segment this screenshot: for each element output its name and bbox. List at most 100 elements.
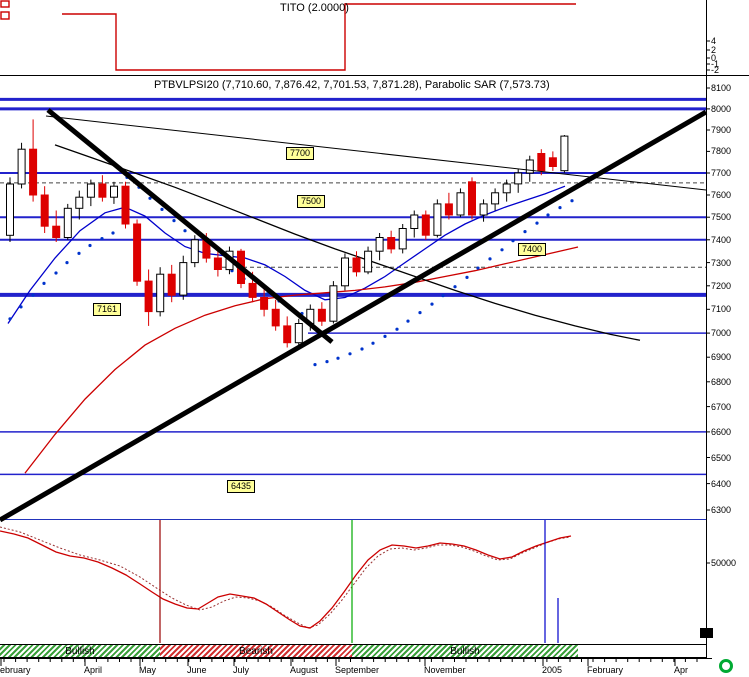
y-axis-label: 6600 <box>711 427 732 437</box>
downtrend-line[interactable] <box>46 108 334 344</box>
candle-body[interactable] <box>456 192 465 216</box>
candle-body[interactable] <box>433 203 442 236</box>
parabolic-sar-dot <box>42 281 46 285</box>
candle-body[interactable] <box>110 185 118 198</box>
resistance-line[interactable] <box>45 115 707 191</box>
candle-body[interactable] <box>144 280 153 313</box>
month-label: May <box>139 665 157 675</box>
y-axis-label: 6800 <box>711 377 732 387</box>
candle-body[interactable] <box>294 323 303 344</box>
candle-body[interactable] <box>537 153 546 172</box>
parabolic-sar-dot <box>488 257 492 261</box>
parabolic-sar-dot <box>418 311 422 315</box>
month-label: June <box>187 665 207 675</box>
candle-body[interactable] <box>17 148 26 185</box>
ma-trend-line[interactable] <box>54 144 641 341</box>
candle-body[interactable] <box>364 250 373 273</box>
candle-body[interactable] <box>133 223 142 282</box>
month-label: February <box>587 665 624 675</box>
candle-body[interactable] <box>502 183 511 194</box>
parabolic-sar-dot <box>313 363 317 367</box>
parabolic-sar-dot <box>453 285 457 289</box>
month-label: ebruary <box>0 665 31 675</box>
candle-body[interactable] <box>444 203 453 216</box>
candle-body[interactable] <box>52 225 61 238</box>
candle-body[interactable] <box>387 237 396 250</box>
y-axis-label: 7700 <box>711 168 732 178</box>
candle-body[interactable] <box>98 183 107 198</box>
y-axis-label: 7900 <box>711 125 732 135</box>
candle-body[interactable] <box>271 308 280 327</box>
price-level-tag[interactable]: 7500 <box>297 195 326 208</box>
candle-body[interactable] <box>375 237 384 252</box>
candle-body[interactable] <box>468 181 476 216</box>
indicator-axis-label: -1 <box>711 59 720 69</box>
candle-body[interactable] <box>491 192 500 205</box>
status-indicator-icon <box>719 659 733 673</box>
candle-body[interactable] <box>190 239 199 264</box>
price-level-tag[interactable]: 7700 <box>286 147 315 160</box>
parabolic-sar-dot <box>465 275 469 279</box>
y-axis-label: 6300 <box>711 505 732 515</box>
candle-body[interactable] <box>525 159 534 174</box>
parabolic-sar-dot <box>430 302 434 306</box>
indicator-axis-label: -2 <box>711 65 720 75</box>
candle-body[interactable] <box>63 207 72 239</box>
candle-body[interactable] <box>514 172 523 185</box>
parabolic-sar-dot <box>148 196 152 200</box>
candle-body[interactable] <box>341 257 349 287</box>
candle-body[interactable] <box>560 135 569 172</box>
candle-body[interactable] <box>283 325 292 344</box>
uptrend-line[interactable] <box>0 109 708 523</box>
candle-body[interactable] <box>167 273 176 296</box>
trend-ribbon-segment: Bullish <box>352 644 578 658</box>
month-label: Apr <box>674 665 689 675</box>
ma-long-line[interactable] <box>24 246 579 474</box>
candle-body[interactable] <box>86 183 95 198</box>
y-axis-label: 7100 <box>711 304 732 314</box>
candle-body[interactable] <box>352 257 361 273</box>
candle-body[interactable] <box>329 285 338 322</box>
price-level-tag[interactable]: 7161 <box>93 303 122 316</box>
candle-body[interactable] <box>121 185 130 225</box>
candle-body[interactable] <box>248 282 257 298</box>
candle-body[interactable] <box>156 273 165 313</box>
candle-body[interactable] <box>548 157 557 168</box>
price-level-tag[interactable]: 6435 <box>227 480 256 493</box>
indicator-axis-label: 0 <box>711 53 717 63</box>
candle-body[interactable] <box>317 308 326 322</box>
candle-body[interactable] <box>260 297 269 310</box>
y-axis-label: 7300 <box>711 258 732 268</box>
trend-ribbon-segment: Bearish <box>160 644 352 658</box>
candle-body[interactable] <box>410 214 419 229</box>
parabolic-sar-dot <box>511 239 515 243</box>
parabolic-sar-dot <box>111 231 115 235</box>
candle-body[interactable] <box>29 148 38 196</box>
candle-body[interactable] <box>179 262 188 296</box>
parabolic-sar-dot <box>65 261 69 265</box>
price-level-tag[interactable]: 7400 <box>518 243 547 256</box>
candle-body[interactable] <box>75 196 84 209</box>
indicator-edge-mark <box>0 11 10 20</box>
candle-body[interactable] <box>213 257 222 270</box>
parabolic-sar-dot <box>535 221 539 225</box>
parabolic-sar-dot <box>19 305 23 309</box>
candle-body[interactable] <box>6 183 14 236</box>
month-label: April <box>84 665 103 675</box>
parabolic-sar-dot <box>8 317 12 321</box>
parabolic-sar-dot <box>395 327 399 331</box>
candle-body[interactable] <box>421 214 430 236</box>
ma-medium-line[interactable] <box>7 185 566 324</box>
oscillator-line <box>0 530 572 629</box>
y-axis-label: 7500 <box>711 212 732 222</box>
parabolic-sar-dot <box>406 319 410 323</box>
candle-body[interactable] <box>479 203 488 216</box>
y-axis-label: 8000 <box>711 104 732 114</box>
indicator-axis-label: 2 <box>711 45 717 55</box>
parabolic-sar-dot <box>77 251 81 255</box>
candle-body[interactable] <box>398 228 407 250</box>
scale-marker <box>700 628 713 638</box>
candle-body[interactable] <box>40 194 49 227</box>
parabolic-sar-dot <box>54 271 58 275</box>
